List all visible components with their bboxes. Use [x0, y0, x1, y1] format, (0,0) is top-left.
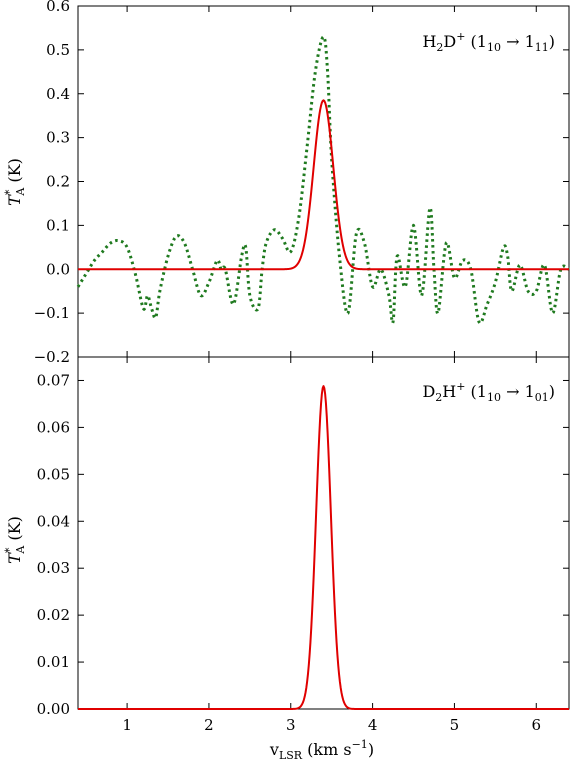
bottom-plot-frame	[77, 356, 570, 710]
bottom-y-tick-label: 0.01	[37, 653, 70, 671]
x-tick-label: 2	[204, 716, 214, 734]
bottom-gaussian-fit-line	[77, 385, 570, 710]
top-annotation: H2D+ (110 → 111)	[422, 30, 555, 54]
bottom-x-ticks: 1 2 3 4 5 6	[122, 357, 541, 734]
top-panel: −0.2 −0.1 0.0 0.1 0.2 0.3 0.4 0.5 0.6 H2D+ (110 …	[3, 0, 570, 366]
top-y-tick-label: −0.2	[34, 348, 70, 366]
top-observed-spectrum-line	[76, 35, 570, 325]
bottom-y-tick-label: 0.05	[37, 465, 70, 483]
top-y-tick-label: −0.1	[34, 304, 70, 322]
top-y-tick-label: 0.0	[46, 260, 70, 278]
top-x-ticks	[126, 6, 537, 357]
top-y-tick-label: 0.2	[46, 173, 70, 191]
top-y-ticks: −0.2 −0.1 0.0 0.1 0.2 0.3 0.4 0.5 0.6	[34, 0, 569, 366]
top-y-tick-label: 0.1	[46, 216, 70, 234]
bottom-y-tick-label: 0.00	[37, 700, 70, 718]
bottom-annotation: D2H+ (110 → 101)	[422, 380, 555, 404]
bottom-y-ticks: 0.00 0.01 0.02 0.03 0.04 0.05 0.06 0.07	[37, 371, 569, 718]
bottom-y-tick-label: 0.02	[37, 606, 70, 624]
top-gaussian-fit-line	[77, 99, 570, 271]
top-y-tick-label: 0.4	[46, 85, 70, 103]
top-y-tick-label: 0.6	[46, 0, 70, 15]
bottom-y-tick-label: 0.07	[37, 371, 70, 389]
x-axis-label: vLSR (km s−1)	[269, 738, 374, 762]
bottom-y-axis-label: T*A (K)	[3, 516, 27, 564]
top-y-axis-label: T*A (K)	[3, 158, 27, 206]
top-y-tick-label: 0.3	[46, 129, 70, 147]
top-y-tick-label: 0.5	[46, 41, 70, 59]
x-tick-label: 5	[450, 716, 460, 734]
x-tick-label: 3	[286, 716, 296, 734]
x-tick-label: 6	[531, 716, 541, 734]
top-series	[76, 35, 570, 325]
bottom-y-tick-label: 0.03	[37, 559, 70, 577]
bottom-y-tick-label: 0.04	[37, 512, 70, 530]
x-tick-label: 4	[368, 716, 378, 734]
bottom-series	[77, 385, 570, 710]
bottom-y-tick-label: 0.06	[37, 418, 70, 436]
x-tick-label: 1	[122, 716, 132, 734]
